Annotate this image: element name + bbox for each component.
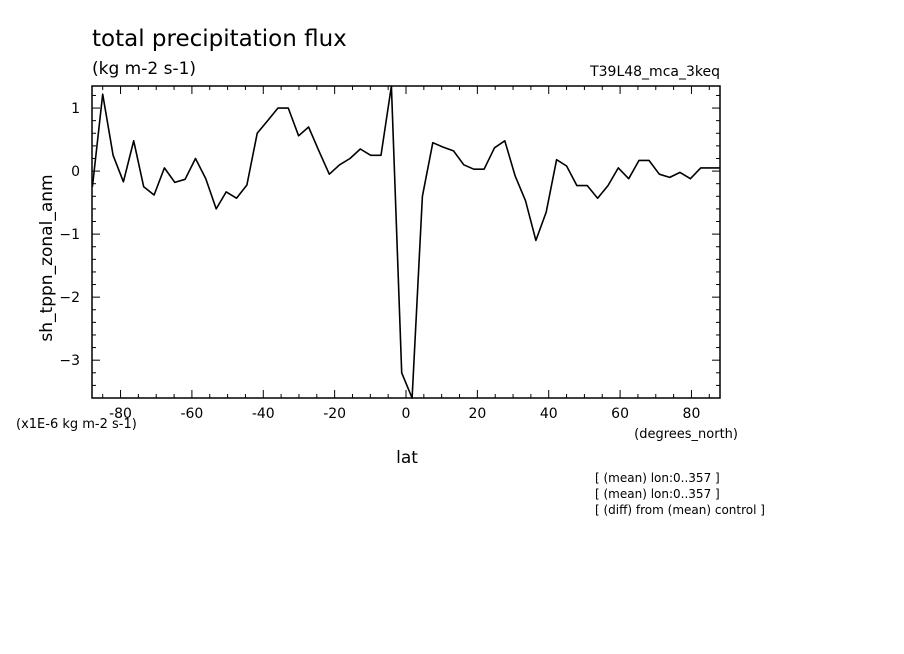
x-tick-label: -20 bbox=[323, 406, 346, 422]
x-tick-label: -80 bbox=[109, 406, 132, 422]
chart-title: total precipitation flux bbox=[92, 26, 347, 52]
y-tick-label: 1 bbox=[71, 101, 80, 117]
x-tick-label: 20 bbox=[468, 406, 486, 422]
x-tick-label: 40 bbox=[540, 406, 558, 422]
x-tick-label: -40 bbox=[252, 406, 275, 422]
x-tick-label: 60 bbox=[611, 406, 629, 422]
y-scale-note: (x1E-6 kg m-2 s-1) bbox=[16, 417, 137, 432]
chart-units: (kg m-2 s-1) bbox=[92, 59, 196, 79]
y-tick-label: 0 bbox=[71, 164, 80, 180]
x-axis-ticks: -80 -60 -40 -20 0 20 40 60 80 bbox=[102, 86, 710, 422]
series-layer bbox=[91, 85, 720, 399]
y-tick-label: −1 bbox=[59, 227, 80, 243]
series-line-0 bbox=[91, 85, 720, 399]
plot-frame bbox=[91, 85, 721, 399]
experiment-label: T39L48_mca_3keq bbox=[589, 64, 720, 80]
x-tick-label: 0 bbox=[402, 406, 411, 422]
y-tick-label: −3 bbox=[59, 353, 80, 369]
note-line-3: [ (diff) from (mean) control ] bbox=[595, 503, 765, 517]
x-axis-label: lat bbox=[396, 448, 418, 468]
x-tick-label: 80 bbox=[683, 406, 701, 422]
x-units-label: (degrees_north) bbox=[634, 427, 738, 442]
x-tick-label: -60 bbox=[180, 406, 203, 422]
note-line-1: [ (mean) lon:0..357 ] bbox=[595, 471, 720, 485]
y-tick-label: −2 bbox=[59, 290, 80, 306]
y-axis-label: sh_tppn_zonal_anm bbox=[37, 174, 57, 341]
y-axis-ticks: 1 0 −1 −2 −3 bbox=[59, 94, 720, 399]
note-line-2: [ (mean) lon:0..357 ] bbox=[595, 487, 720, 501]
